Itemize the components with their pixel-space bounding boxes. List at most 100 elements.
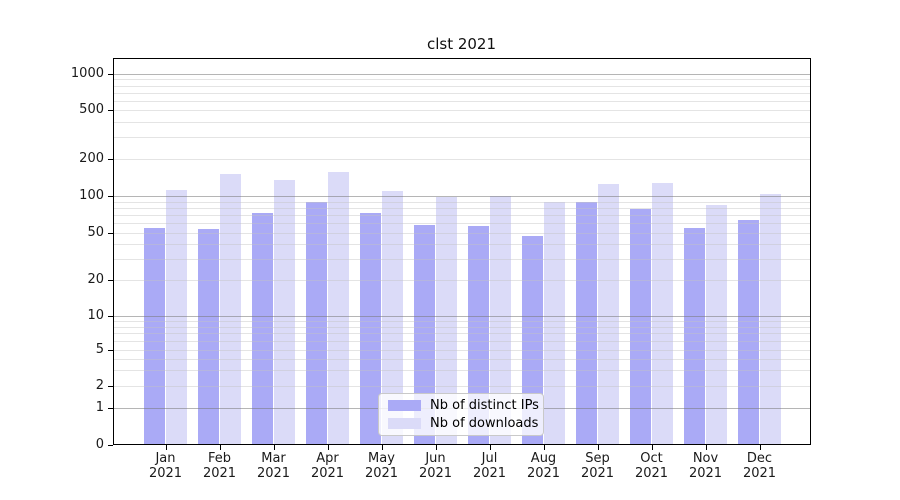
x-tick-label: Jul 2021: [472, 451, 507, 481]
x-tick-label: Apr 2021: [310, 451, 345, 481]
bar-distinct-ips: [251, 212, 274, 445]
gridline-minor: [113, 159, 810, 160]
gridline-minor: [113, 79, 810, 81]
y-tick-label: 10: [87, 308, 104, 323]
bar-downloads: [597, 183, 620, 445]
legend-item-distinct-ips: Nb of distinct IPs: [388, 398, 539, 414]
bar-downloads: [651, 183, 674, 445]
y-tick-label: 1000: [70, 66, 104, 81]
x-tick: [543, 444, 545, 450]
gridline-minor: [113, 100, 810, 102]
gridline-minor: [113, 333, 810, 335]
y-tick-label: 100: [79, 188, 104, 203]
x-tick: [435, 444, 437, 450]
x-tick: [597, 444, 599, 450]
x-tick-label: Jan 2021: [148, 451, 183, 481]
gridline-minor: [113, 280, 810, 281]
y-tick-label: 1: [95, 400, 104, 415]
bar-downloads: [219, 173, 242, 445]
x-tick-label: Aug 2021: [526, 451, 561, 481]
gridline-minor: [113, 341, 810, 343]
bar-downloads: [705, 204, 728, 445]
bar-distinct-ips: [629, 208, 652, 445]
gridline-minor: [113, 326, 810, 328]
bar-distinct-ips: [143, 227, 166, 445]
y-tick-label: 0: [95, 436, 104, 452]
y-tick-label: 2: [95, 378, 104, 393]
gridline-major: [113, 196, 810, 197]
bar-downloads: [759, 193, 782, 445]
x-tick: [489, 444, 491, 450]
x-tick: [759, 444, 761, 450]
y-tick: [108, 110, 113, 111]
x-tick-label: Sep 2021: [580, 451, 615, 481]
x-tick: [165, 444, 167, 450]
y-tick-label: 5: [95, 342, 104, 357]
gridline-minor: [113, 233, 810, 234]
gridline-minor: [113, 358, 810, 360]
gridline-minor: [113, 370, 810, 372]
legend-swatch-distinct-ips: [388, 400, 421, 412]
y-tick-label: 200: [79, 151, 104, 166]
legend-swatch-downloads: [388, 417, 421, 429]
x-tick: [327, 444, 329, 450]
x-tick-label: May 2021: [364, 451, 399, 481]
y-tick: [108, 316, 113, 317]
y-tick: [108, 350, 113, 351]
x-tick-label: Nov 2021: [688, 451, 723, 481]
bar-distinct-ips: [413, 225, 436, 445]
x-tick: [273, 444, 275, 450]
bar-downloads: [273, 179, 296, 445]
gridline-minor: [113, 259, 810, 261]
bar-distinct-ips: [575, 202, 598, 445]
y-tick: [108, 386, 113, 387]
gridline-minor: [113, 223, 810, 225]
y-tick: [108, 280, 113, 281]
y-tick: [108, 408, 113, 409]
gridline-minor: [113, 201, 810, 203]
y-tick: [108, 196, 113, 197]
x-tick: [705, 444, 707, 450]
gridline-minor: [113, 92, 810, 94]
bar-distinct-ips: [359, 212, 382, 445]
bar-downloads: [543, 201, 566, 445]
x-tick-label: Feb 2021: [202, 451, 237, 481]
bar-distinct-ips: [197, 228, 220, 445]
bar-downloads: [435, 197, 458, 445]
legend: Nb of distinct IPs Nb of downloads: [378, 393, 544, 436]
y-tick-label: 50: [87, 225, 104, 240]
bar-distinct-ips: [467, 226, 490, 445]
y-tick: [108, 233, 113, 234]
gridline-minor: [113, 121, 810, 123]
bar-downloads: [165, 189, 188, 445]
gridline-minor: [113, 85, 810, 87]
x-tick-label: Oct 2021: [634, 451, 669, 481]
gridline-minor: [113, 386, 810, 387]
gridline-major: [113, 74, 810, 75]
y-tick-label: 500: [79, 102, 104, 117]
x-tick: [219, 444, 221, 450]
x-tick-label: Jun 2021: [418, 451, 453, 481]
x-tick-label: Dec 2021: [742, 451, 777, 481]
y-tick: [108, 74, 113, 75]
bar-distinct-ips: [521, 236, 544, 445]
bar-distinct-ips: [305, 201, 328, 445]
y-tick: [108, 444, 113, 446]
gridline-minor: [113, 207, 810, 209]
x-tick-label: Mar 2021: [256, 451, 291, 481]
y-tick: [108, 159, 113, 160]
legend-label-distinct-ips: Nb of distinct IPs: [430, 398, 539, 414]
gridline-minor: [113, 244, 810, 246]
y-tick-label: 20: [87, 272, 104, 287]
bar-downloads: [489, 196, 512, 445]
legend-label-downloads: Nb of downloads: [430, 415, 539, 431]
bar-distinct-ips: [683, 227, 706, 445]
x-tick: [381, 444, 383, 450]
legend-item-downloads: Nb of downloads: [388, 415, 539, 431]
gridline-major: [113, 316, 810, 317]
gridline-minor: [113, 137, 810, 139]
bar-downloads: [381, 190, 404, 445]
gridline-minor: [113, 321, 810, 323]
gridline-minor: [113, 110, 810, 111]
